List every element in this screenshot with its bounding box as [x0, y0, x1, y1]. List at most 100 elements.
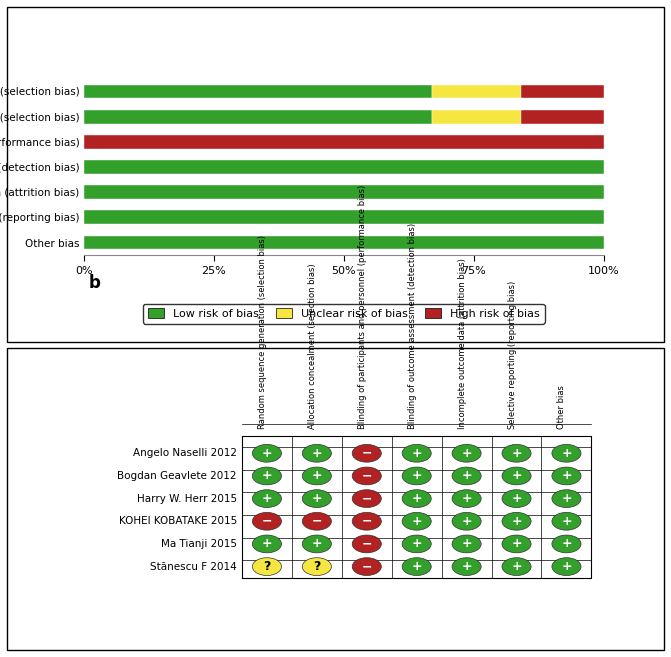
Circle shape — [302, 489, 331, 507]
Text: b: b — [89, 274, 101, 292]
Text: +: + — [311, 492, 322, 505]
Legend: Low risk of bias, Unclear risk of bias, High risk of bias: Low risk of bias, Unclear risk of bias, … — [143, 304, 545, 324]
Circle shape — [452, 444, 481, 462]
Text: +: + — [561, 447, 572, 460]
Text: +: + — [511, 447, 522, 460]
Text: +: + — [561, 492, 572, 505]
Bar — [84, 185, 604, 199]
Text: +: + — [511, 492, 522, 505]
Circle shape — [302, 512, 331, 530]
Text: −: − — [362, 515, 372, 528]
Text: ?: ? — [263, 560, 270, 573]
Circle shape — [502, 444, 531, 462]
Text: +: + — [461, 492, 472, 505]
Circle shape — [402, 489, 431, 507]
Text: +: + — [311, 537, 322, 551]
Bar — [84, 236, 604, 250]
Circle shape — [402, 512, 431, 530]
Circle shape — [302, 467, 331, 485]
Text: +: + — [311, 470, 322, 482]
Text: +: + — [411, 537, 422, 551]
Circle shape — [502, 512, 531, 530]
Text: −: − — [362, 492, 372, 505]
Text: +: + — [411, 470, 422, 482]
Circle shape — [452, 467, 481, 485]
Text: +: + — [461, 470, 472, 482]
Text: +: + — [561, 515, 572, 528]
Text: Random sequence generation (selection bias): Random sequence generation (selection bi… — [258, 235, 267, 429]
Text: +: + — [511, 560, 522, 573]
Circle shape — [502, 558, 531, 576]
Text: Harry W. Herr 2015: Harry W. Herr 2015 — [137, 493, 237, 504]
Circle shape — [552, 535, 581, 553]
Text: KOHEI KOBATAKE 2015: KOHEI KOBATAKE 2015 — [119, 516, 237, 526]
Circle shape — [252, 558, 282, 576]
Text: +: + — [511, 470, 522, 482]
Circle shape — [402, 535, 431, 553]
Circle shape — [302, 535, 331, 553]
Text: −: − — [262, 515, 272, 528]
Circle shape — [502, 489, 531, 507]
Text: −: − — [362, 447, 372, 460]
Circle shape — [552, 444, 581, 462]
Text: +: + — [461, 560, 472, 573]
Bar — [432, 85, 521, 99]
Bar — [84, 85, 432, 99]
Text: +: + — [262, 447, 272, 460]
Text: +: + — [411, 447, 422, 460]
Text: Incomplete outcome data (attrition bias): Incomplete outcome data (attrition bias) — [458, 258, 466, 429]
Text: +: + — [461, 515, 472, 528]
Circle shape — [352, 467, 381, 485]
Text: +: + — [511, 515, 522, 528]
Text: +: + — [262, 492, 272, 505]
Circle shape — [552, 512, 581, 530]
Bar — [84, 110, 432, 124]
Circle shape — [252, 535, 282, 553]
Bar — [521, 110, 604, 124]
Circle shape — [252, 444, 282, 462]
Bar — [84, 160, 604, 174]
Circle shape — [452, 558, 481, 576]
Circle shape — [352, 489, 381, 507]
Circle shape — [302, 558, 331, 576]
Text: +: + — [411, 492, 422, 505]
Text: Bogdan Geavlete 2012: Bogdan Geavlete 2012 — [117, 471, 237, 481]
Circle shape — [402, 444, 431, 462]
Text: +: + — [461, 447, 472, 460]
Text: −: − — [362, 560, 372, 573]
Text: −: − — [362, 537, 372, 551]
Circle shape — [352, 512, 381, 530]
Text: Selective reporting (reporting bias): Selective reporting (reporting bias) — [507, 281, 517, 429]
Text: Blinding of outcome assessment (detection bias): Blinding of outcome assessment (detectio… — [408, 223, 417, 429]
Text: +: + — [262, 470, 272, 482]
Circle shape — [302, 444, 331, 462]
Circle shape — [552, 467, 581, 485]
Circle shape — [452, 489, 481, 507]
Circle shape — [452, 535, 481, 553]
Circle shape — [502, 535, 531, 553]
Text: Angelo Naselli 2012: Angelo Naselli 2012 — [133, 448, 237, 459]
Text: Other bias: Other bias — [558, 386, 566, 429]
Circle shape — [252, 512, 282, 530]
Circle shape — [402, 467, 431, 485]
Text: −: − — [362, 470, 372, 482]
Text: ?: ? — [313, 560, 321, 573]
Text: +: + — [561, 470, 572, 482]
Text: Allocation concealment (selection bias): Allocation concealment (selection bias) — [308, 263, 317, 429]
Text: +: + — [511, 537, 522, 551]
Circle shape — [552, 558, 581, 576]
Circle shape — [252, 489, 282, 507]
Circle shape — [352, 558, 381, 576]
Text: +: + — [411, 560, 422, 573]
Circle shape — [402, 558, 431, 576]
Bar — [521, 85, 604, 99]
Circle shape — [252, 467, 282, 485]
Circle shape — [502, 467, 531, 485]
Circle shape — [452, 512, 481, 530]
Text: +: + — [262, 537, 272, 551]
Text: +: + — [411, 515, 422, 528]
Circle shape — [552, 489, 581, 507]
Bar — [84, 210, 604, 224]
Text: Ma Tianji 2015: Ma Tianji 2015 — [161, 539, 237, 549]
Text: Blinding of participants and personnel (performance bias): Blinding of participants and personnel (… — [358, 185, 367, 429]
